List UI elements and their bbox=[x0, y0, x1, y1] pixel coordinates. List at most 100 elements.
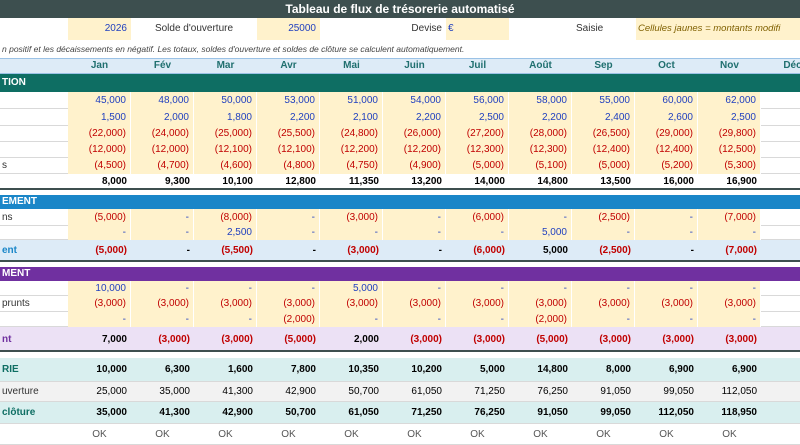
summary-row-value: 112,050 bbox=[721, 386, 757, 397]
month-header: Jan bbox=[90, 60, 109, 71]
summary-row-value: 91,050 bbox=[537, 407, 568, 418]
total-row-bg bbox=[0, 240, 800, 262]
input-row-value: - bbox=[383, 312, 446, 327]
input-row-value: 60,000 bbox=[635, 92, 698, 109]
input-row-value: (22,000) bbox=[68, 126, 131, 142]
section-header: TION bbox=[0, 74, 800, 92]
input-row-value: (12,000) bbox=[131, 142, 194, 158]
mode: Saisie bbox=[576, 23, 604, 34]
input-row-value: 5,000 bbox=[320, 281, 383, 296]
total-row-value: (5,000) bbox=[284, 333, 316, 345]
input-row-value: (5,000) bbox=[68, 209, 131, 226]
summary-row-label: RIE bbox=[2, 364, 19, 375]
month-header: Juin bbox=[404, 60, 425, 71]
input-row-value: 2,100 bbox=[320, 109, 383, 126]
input-row-value: (28,000) bbox=[509, 126, 572, 142]
total-row-value: 9,300 bbox=[164, 176, 190, 187]
input-row-value: (3,000) bbox=[194, 296, 257, 312]
summary-row-value: 118,950 bbox=[721, 407, 757, 418]
input-row-value: 2,400 bbox=[572, 109, 635, 126]
total-row-value: - bbox=[186, 245, 190, 256]
summary-row-value: 76,250 bbox=[474, 407, 505, 418]
total-row-value: (5,500) bbox=[221, 245, 253, 256]
input-row-value: (8,000) bbox=[194, 209, 257, 226]
summary-row-value: OK bbox=[596, 428, 611, 440]
summary-row-value: OK bbox=[533, 428, 548, 440]
summary-row-label: uverture bbox=[2, 386, 39, 397]
input-row-value: 1,500 bbox=[68, 109, 131, 126]
input-row-value: 55,000 bbox=[572, 92, 635, 109]
summary-row-value: 14,800 bbox=[537, 364, 568, 375]
input-row-value: (3,000) bbox=[383, 296, 446, 312]
total-row-value: 14,000 bbox=[474, 176, 505, 187]
input-row-value: - bbox=[446, 226, 509, 240]
opening-label: Solde d'ouverture bbox=[154, 23, 234, 34]
summary-row-label bbox=[0, 424, 68, 445]
opening-value: 25000 bbox=[257, 18, 320, 40]
input-row-value: 5,000 bbox=[509, 226, 572, 240]
input-row-value: - bbox=[572, 281, 635, 296]
total-row-value: - bbox=[312, 245, 316, 256]
input-row-value: (26,000) bbox=[383, 126, 446, 142]
input-row-value: (5,000) bbox=[446, 158, 509, 174]
month-header: Mar bbox=[216, 60, 235, 71]
input-row-value: - bbox=[320, 226, 383, 240]
input-row-value: - bbox=[635, 312, 698, 327]
summary-row-value: OK bbox=[92, 428, 107, 440]
input-row-value: - bbox=[698, 281, 761, 296]
input-row-value: - bbox=[698, 226, 761, 240]
input-row-value: - bbox=[68, 312, 131, 327]
total-row-label: nt bbox=[2, 333, 12, 345]
total-row-value: 7,000 bbox=[101, 333, 127, 345]
summary-row-value: 76,250 bbox=[537, 386, 568, 397]
input-row-value: - bbox=[320, 312, 383, 327]
summary-row-value: 10,000 bbox=[96, 364, 127, 375]
input-row-value: (29,000) bbox=[635, 126, 698, 142]
input-row-value: 2,500 bbox=[194, 226, 257, 240]
input-row-value: (25,500) bbox=[257, 126, 320, 142]
summary-row-value: 112,050 bbox=[658, 407, 694, 418]
input-row-value: - bbox=[572, 312, 635, 327]
month-header: Avr bbox=[280, 60, 297, 71]
summary-row-value: OK bbox=[407, 428, 422, 440]
input-row-value: (3,000) bbox=[68, 296, 131, 312]
input-row-value: - bbox=[131, 312, 194, 327]
input-row-value: 2,200 bbox=[509, 109, 572, 126]
summary-row-value: 7,800 bbox=[290, 364, 316, 375]
currency: € bbox=[446, 18, 509, 40]
input-row-value: - bbox=[257, 209, 320, 226]
input-row-value: (5,200) bbox=[635, 158, 698, 174]
summary-row-value: 8,000 bbox=[605, 364, 631, 375]
total-row-value: 16,900 bbox=[726, 176, 757, 187]
month-header: Nov bbox=[720, 60, 739, 71]
summary-row-value: 61,050 bbox=[411, 386, 442, 397]
input-row-value: - bbox=[383, 209, 446, 226]
input-row-value: - bbox=[383, 281, 446, 296]
summary-row-value: 99,050 bbox=[663, 386, 694, 397]
input-row-value: - bbox=[257, 281, 320, 296]
total-row-value: 16,000 bbox=[663, 176, 694, 187]
total-row-value: 2,000 bbox=[353, 333, 379, 345]
input-row-value: 53,000 bbox=[257, 92, 320, 109]
input-row-value: 2,500 bbox=[698, 109, 761, 126]
input-row-value: (12,100) bbox=[194, 142, 257, 158]
input-row-value: (3,000) bbox=[320, 296, 383, 312]
total-row-value: 8,000 bbox=[101, 176, 127, 187]
input-row-value: - bbox=[509, 209, 572, 226]
input-row-value: - bbox=[194, 312, 257, 327]
total-row-bg bbox=[0, 174, 800, 190]
summary-row-value: 35,000 bbox=[159, 386, 190, 397]
summary-row-value: 41,300 bbox=[222, 386, 253, 397]
input-row-value: - bbox=[68, 226, 131, 240]
input-row-value: (3,000) bbox=[446, 296, 509, 312]
header-band bbox=[0, 58, 800, 74]
summary-row-value: 10,350 bbox=[348, 364, 379, 375]
input-row-value: 2,200 bbox=[383, 109, 446, 126]
total-row-value: (3,000) bbox=[158, 333, 190, 345]
summary-row-value: OK bbox=[344, 428, 359, 440]
input-row-label bbox=[0, 92, 68, 109]
input-row-value: (6,000) bbox=[446, 209, 509, 226]
input-row-value: (3,000) bbox=[572, 296, 635, 312]
total-row-label bbox=[0, 174, 68, 190]
summary-row-value: 6,900 bbox=[668, 364, 694, 375]
